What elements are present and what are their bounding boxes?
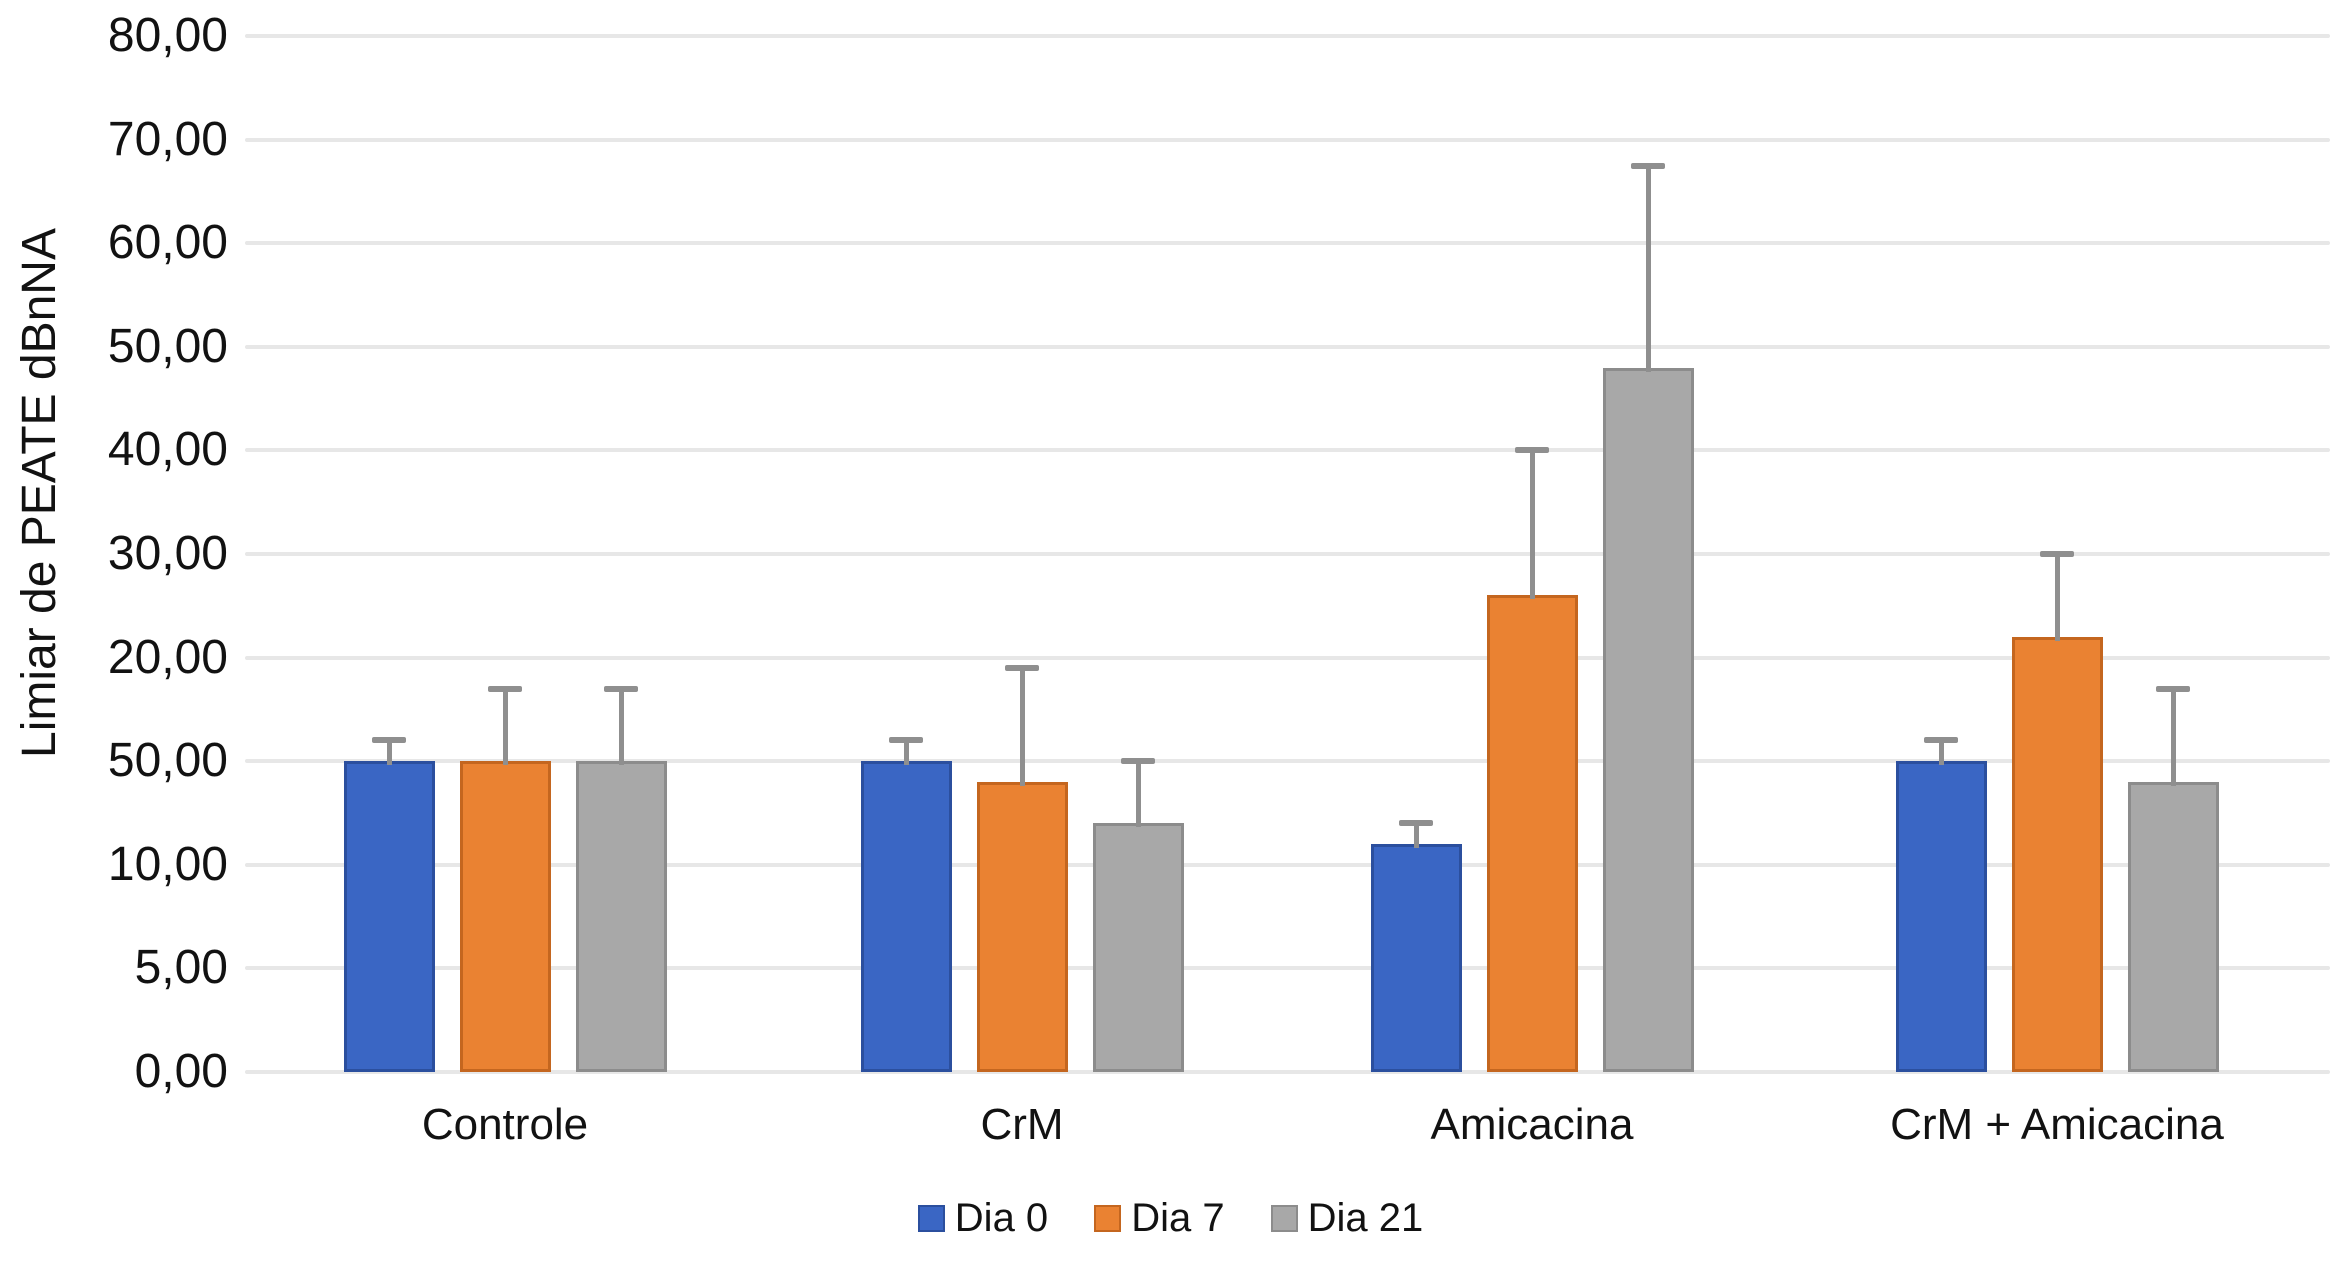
- y-tick-label: 10,00: [107, 837, 228, 891]
- gridline: [245, 655, 2330, 660]
- error-bar-cap: [2156, 685, 2190, 692]
- gridline: [245, 34, 2330, 38]
- y-tick-label: 20,00: [107, 630, 228, 684]
- x-category-label-crm: CrM: [980, 1100, 1064, 1149]
- y-tick-label: 0,00: [134, 1045, 228, 1098]
- bar-controle-dia-21: [575, 761, 667, 1072]
- bar-amicacina-dia-21: [1602, 367, 1694, 1072]
- error-bar-cap: [1005, 664, 1039, 671]
- bar-crm-dia-21: [1092, 823, 1184, 1072]
- legend-label: Dia 21: [1307, 1196, 1424, 1240]
- error-bar-cap: [1121, 758, 1155, 765]
- error-bar-cap: [488, 685, 522, 692]
- gridline: [245, 137, 2330, 142]
- legend-label: Dia 0: [954, 1196, 1049, 1240]
- y-tick-label: 50,00: [107, 319, 228, 373]
- y-tick-label: 80,00: [107, 9, 228, 62]
- legend-item-dia-7: Dia 7: [1094, 1196, 1225, 1240]
- error-bar-stem: [1645, 165, 1651, 372]
- y-axis-title: Limiar de PEATE dBnNA: [13, 228, 66, 758]
- error-bar-stem: [2054, 554, 2060, 641]
- bar-crm-amicacina-dia-7: [2011, 636, 2103, 1072]
- error-bar-cap: [604, 685, 638, 692]
- legend-item-dia-21: Dia 21: [1270, 1196, 1424, 1240]
- error-bar-stem: [1413, 823, 1419, 849]
- gridline: [245, 1070, 2330, 1074]
- y-tick-label: 40,00: [107, 423, 228, 477]
- error-bar-stem: [1135, 761, 1141, 828]
- legend-swatch-icon: [917, 1204, 945, 1232]
- bar-crm-amicacina-dia-21: [2127, 781, 2219, 1072]
- bar-crm-dia-0: [860, 761, 952, 1072]
- y-tick-label: 30,00: [107, 527, 228, 580]
- gridline: [245, 344, 2330, 349]
- gridline: [245, 241, 2330, 246]
- error-bar-stem: [2170, 688, 2176, 786]
- bar-amicacina-dia-7: [1486, 595, 1578, 1072]
- bar-controle-dia-0: [343, 761, 435, 1072]
- error-bar-cap: [1515, 447, 1549, 454]
- gridline: [245, 448, 2330, 453]
- error-bar-cap: [1399, 820, 1433, 827]
- error-bar-cap: [2040, 551, 2074, 557]
- gridline: [245, 862, 2330, 867]
- legend-swatch-icon: [1270, 1204, 1298, 1232]
- y-tick-label: 5,00: [134, 941, 228, 995]
- error-bar-stem: [502, 688, 508, 766]
- error-bar-cap: [1924, 737, 1958, 744]
- error-bar-cap: [372, 737, 406, 744]
- error-bar-stem: [903, 740, 909, 766]
- x-category-label-crm-amicacina: CrM + Amicacina: [1890, 1100, 2224, 1149]
- bar-controle-dia-7: [459, 761, 551, 1072]
- bar-crm-dia-7: [976, 781, 1068, 1072]
- y-tick-label: 70,00: [107, 112, 228, 166]
- legend-label: Dia 7: [1131, 1196, 1225, 1240]
- error-bar-cap: [1631, 162, 1665, 169]
- error-bar-stem: [386, 740, 392, 766]
- gridline: [245, 552, 2330, 556]
- error-bar-cap: [889, 737, 923, 744]
- error-bar-stem: [1529, 450, 1535, 600]
- error-bar-stem: [618, 688, 624, 766]
- error-bar-stem: [1938, 740, 1944, 766]
- legend: Dia 0 Dia 7 Dia 21: [0, 1198, 2341, 1238]
- bar-crm-amicacina-dia-0: [1895, 761, 1987, 1072]
- y-tick-label: 60,00: [107, 216, 228, 270]
- x-category-label-amicacina: Amicacina: [1430, 1100, 1634, 1149]
- legend-swatch-icon: [1094, 1204, 1122, 1232]
- legend-item-dia-0: Dia 0: [917, 1196, 1049, 1240]
- error-bar-stem: [1019, 667, 1025, 786]
- gridline: [245, 759, 2330, 764]
- gridline: [245, 966, 2330, 971]
- y-tick-label: 50,00: [107, 734, 228, 788]
- bar-amicacina-dia-0: [1370, 844, 1462, 1072]
- x-category-label-controle: Controle: [421, 1100, 589, 1149]
